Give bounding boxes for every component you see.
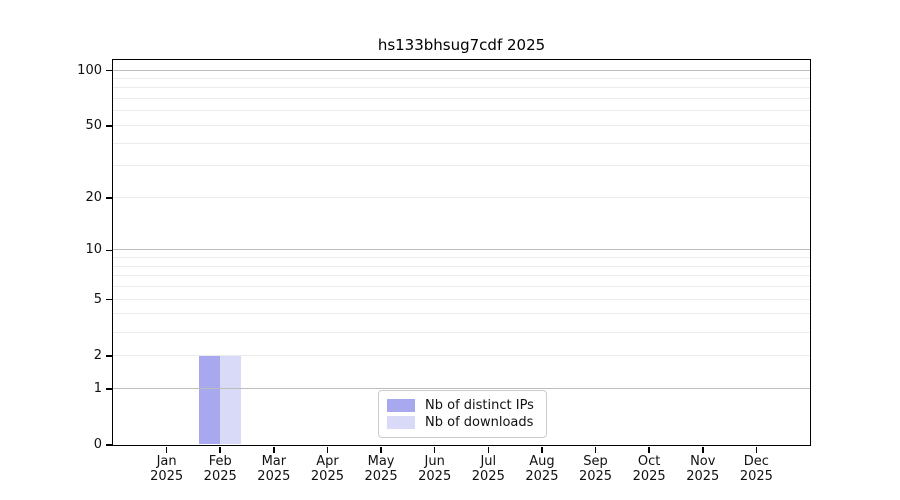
legend-label-distinct-ips: Nb of distinct IPs bbox=[425, 398, 534, 413]
gridline-minor bbox=[112, 331, 810, 333]
x-tick-label: Feb 2025 bbox=[203, 454, 237, 484]
gridline-minor bbox=[112, 354, 810, 356]
y-tick-label: 5 bbox=[93, 291, 102, 307]
bars-layer bbox=[113, 60, 810, 445]
legend: Nb of distinct IPs Nb of downloads bbox=[378, 390, 547, 438]
y-tick bbox=[105, 125, 112, 127]
legend-item-downloads: Nb of downloads bbox=[387, 414, 534, 431]
gridline-minor bbox=[112, 313, 810, 315]
x-tick-label: Jan 2025 bbox=[150, 454, 184, 484]
legend-swatch-distinct-ips bbox=[387, 399, 415, 412]
gridline-minor bbox=[112, 286, 810, 288]
x-tick-label: Dec 2025 bbox=[739, 454, 773, 484]
x-tick bbox=[433, 446, 436, 453]
y-tick-label: 0 bbox=[93, 437, 102, 452]
y-tick bbox=[105, 388, 112, 390]
gridline-minor bbox=[112, 265, 810, 267]
x-tick bbox=[487, 446, 490, 453]
x-tick bbox=[755, 446, 758, 453]
x-tick bbox=[219, 446, 221, 453]
gridline-minor bbox=[112, 196, 810, 198]
legend-swatch-downloads bbox=[387, 416, 415, 429]
y-tick-label: 10 bbox=[85, 242, 102, 258]
gridline-minor bbox=[112, 98, 810, 100]
gridline-major bbox=[112, 387, 810, 389]
x-tick bbox=[326, 446, 329, 453]
gridline-minor bbox=[112, 124, 810, 126]
x-tick-label: Oct 2025 bbox=[632, 454, 666, 484]
y-tick-label: 1 bbox=[93, 380, 102, 396]
y-tick bbox=[105, 355, 112, 357]
gridline-minor bbox=[112, 87, 810, 89]
x-tick bbox=[702, 446, 704, 453]
y-tick-label: 2 bbox=[93, 347, 102, 363]
y-tick bbox=[105, 69, 112, 72]
gridline-major bbox=[112, 69, 810, 71]
y-tick-label: 100 bbox=[77, 62, 102, 78]
x-tick-label: Jun 2025 bbox=[418, 454, 452, 484]
legend-item-distinct-ips: Nb of distinct IPs bbox=[387, 397, 534, 414]
x-tick-label: Nov 2025 bbox=[686, 454, 720, 484]
y-tick bbox=[105, 298, 112, 301]
x-tick bbox=[541, 446, 543, 453]
x-tick-label: Aug 2025 bbox=[525, 454, 559, 484]
x-tick bbox=[273, 446, 275, 453]
y-tick bbox=[105, 197, 112, 199]
x-tick-label: Jul 2025 bbox=[471, 454, 505, 484]
gridline-major bbox=[112, 249, 810, 251]
gridline-minor bbox=[112, 77, 810, 79]
y-tick-label: 20 bbox=[85, 189, 102, 205]
y-tick bbox=[105, 249, 112, 252]
y-tick bbox=[105, 444, 112, 446]
x-tick bbox=[648, 446, 650, 453]
plot-area bbox=[111, 58, 811, 446]
x-tick-label: May 2025 bbox=[364, 454, 398, 484]
gridline-minor bbox=[112, 275, 810, 277]
bar-nb-of-downloads bbox=[219, 355, 241, 445]
gridline-minor bbox=[112, 165, 810, 167]
gridline-minor bbox=[112, 142, 810, 144]
x-tick-label: Mar 2025 bbox=[257, 454, 291, 484]
x-tick bbox=[165, 446, 168, 453]
x-tick-label: Apr 2025 bbox=[310, 454, 344, 484]
chart-title: hs133bhsug7cdf 2025 bbox=[377, 36, 546, 54]
gridline-minor bbox=[112, 257, 810, 259]
legend-label-downloads: Nb of downloads bbox=[425, 415, 534, 430]
gridline-minor bbox=[112, 110, 810, 112]
x-tick bbox=[594, 446, 597, 453]
x-tick bbox=[380, 446, 382, 453]
bar-nb-of-distinct-ips bbox=[198, 355, 220, 445]
gridline-minor bbox=[112, 298, 810, 300]
y-tick-label: 50 bbox=[85, 117, 102, 133]
x-tick-label: Sep 2025 bbox=[578, 454, 613, 484]
gridlines-layer bbox=[112, 60, 810, 445]
